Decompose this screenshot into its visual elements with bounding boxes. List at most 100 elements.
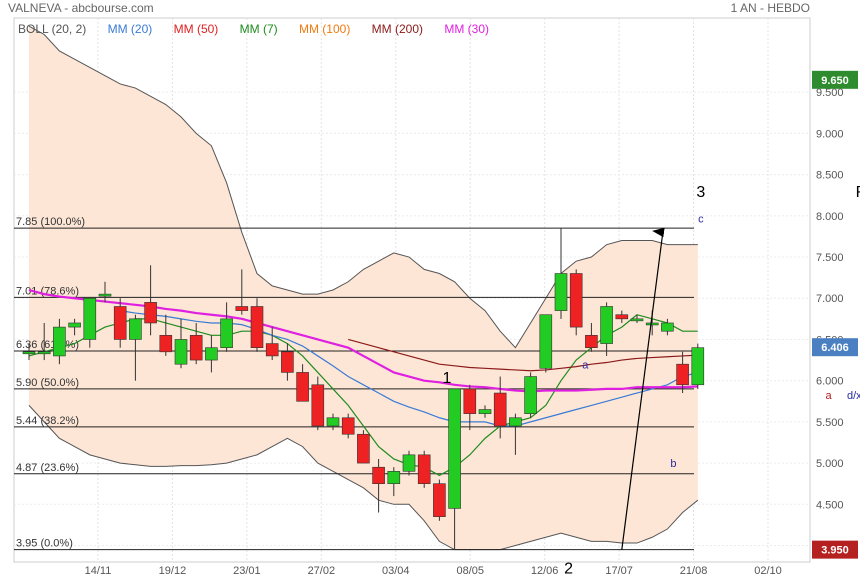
candle-body (478, 409, 492, 414)
candle-body (676, 363, 689, 386)
candle-body (433, 483, 446, 517)
wave-annotation: R 5 (856, 184, 860, 201)
candle-body (493, 392, 507, 427)
ma-line-30 (28, 288, 698, 393)
y-tick-label: 8.000 (816, 211, 844, 223)
chart-period: 1 AN - HEBDO (730, 1, 810, 15)
y-tick-label: 8.500 (816, 170, 844, 182)
candle-body (98, 293, 112, 297)
legend: BOLL (20, 2) MM (20) MM (50) MM (7) MM (… (18, 22, 507, 36)
candle-body (387, 471, 401, 484)
wave-annotation: 2 (564, 561, 573, 578)
bollinger-lower-line (28, 405, 699, 551)
wave-annotation: a (582, 359, 589, 371)
candle-body (357, 433, 370, 464)
candle-body (448, 388, 461, 509)
ma-line-20 (120, 310, 698, 427)
wave-annotation: a (825, 390, 832, 402)
bollinger-band (29, 26, 698, 550)
fib-label: 7.01 (78.6%) (16, 285, 79, 297)
legend-mm100: MM (100) (298, 22, 351, 36)
candle-body (281, 351, 294, 373)
x-tick-label: 17/07 (605, 565, 633, 577)
candle-body (296, 372, 309, 402)
candle-body (615, 314, 629, 320)
candle-body (174, 339, 188, 365)
fib-label: 5.44 (38.2%) (16, 415, 79, 427)
chart-title: VALNEVA - abcbourse.com (8, 1, 154, 15)
legend-mm200: MM (200) (371, 22, 424, 36)
candle-body (37, 351, 51, 355)
price-badge (812, 540, 858, 559)
fib-label: 4.87 (23.6%) (16, 462, 79, 474)
wave-annotation: d/x ? (847, 390, 860, 402)
price-badge (812, 338, 858, 357)
x-tick-label: 12/06 (531, 565, 559, 577)
candle-body (417, 454, 431, 484)
candle-body (600, 306, 613, 344)
y-tick-label: 6.000 (816, 376, 844, 388)
candle-body (539, 314, 553, 369)
legend-mm7: MM (7) (239, 22, 278, 36)
x-tick-label: 21/08 (680, 565, 708, 577)
candle-body (554, 273, 568, 311)
x-tick-label: 08/05 (456, 565, 484, 577)
y-tick-label: 9.000 (816, 128, 844, 140)
x-tick-label: 03/04 (382, 565, 410, 577)
y-tick-label: 5.500 (816, 417, 844, 429)
legend-mm20: MM (20) (107, 22, 153, 36)
wave-arrow (621, 227, 665, 550)
candle-body (113, 306, 127, 340)
legend-mm30: MM (30) (444, 22, 490, 36)
y-tick-label: 9.500 (816, 87, 844, 99)
candle-body (585, 335, 598, 348)
candle-body (509, 417, 522, 427)
candle-body (691, 347, 705, 386)
fib-label: 7.85 (100.0%) (16, 216, 85, 228)
candle-body (463, 388, 477, 414)
candle-body (129, 318, 142, 340)
candle-body (22, 351, 36, 355)
y-tick-label: 5.000 (816, 458, 844, 470)
candle-body (372, 466, 385, 484)
candle-body (220, 318, 233, 348)
candle-body (341, 417, 355, 435)
candle-body (326, 417, 340, 427)
price-badge-label: 3.950 (821, 545, 849, 557)
candle-body (159, 335, 173, 353)
legend-boll: BOLL (20, 2) (18, 22, 87, 36)
wave-annotation: 1 (443, 370, 452, 387)
candle-body (630, 318, 644, 322)
candle-body (205, 347, 218, 361)
y-tick-label: 7.000 (816, 293, 844, 305)
candle-body (189, 335, 203, 361)
candle-body (250, 306, 264, 348)
x-tick-label: 14/11 (85, 565, 112, 577)
candle-body (265, 343, 279, 357)
candle-body (235, 306, 249, 311)
candle-body (661, 322, 674, 332)
x-tick-label: 23/01 (233, 565, 261, 577)
x-tick-label: 19/12 (159, 565, 187, 577)
candle-body (524, 376, 537, 414)
price-badge (812, 70, 858, 89)
price-badge-label: 6.406 (821, 342, 849, 354)
candle-body (402, 454, 416, 472)
wave-annotation: c (698, 213, 704, 225)
x-tick-label: 02/10 (754, 565, 782, 577)
wave-annotation: 3 (696, 184, 705, 201)
candle-body (569, 273, 583, 328)
y-tick-label: 7.500 (816, 252, 844, 264)
candle-body (83, 297, 97, 340)
candle-body (68, 322, 81, 328)
bollinger-upper-line (28, 25, 698, 349)
ma-line-200 (348, 338, 698, 372)
candle-body (53, 326, 66, 357)
candle-body (311, 384, 325, 427)
wave-annotation: b (670, 458, 676, 470)
y-tick-label: 4.500 (816, 499, 844, 511)
legend-mm50: MM (50) (173, 22, 219, 36)
fib-label: 3.95 (0.0%) (16, 538, 73, 550)
candle-body (645, 322, 659, 326)
